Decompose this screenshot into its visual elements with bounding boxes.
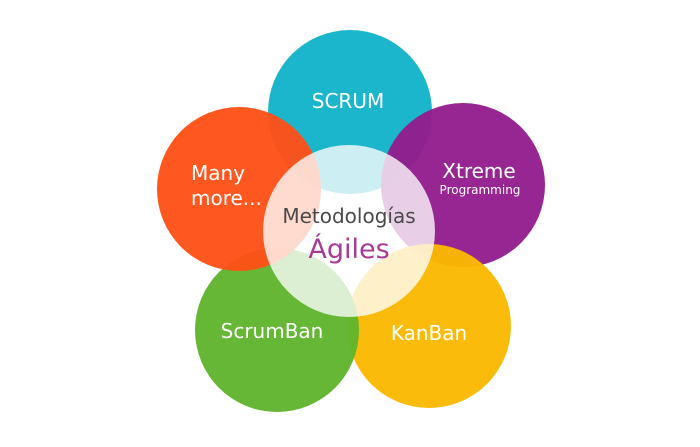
many-label: Many: [191, 161, 245, 185]
center-circle: [263, 145, 435, 317]
programming-label: Programming: [440, 183, 521, 197]
more-label: more...: [191, 186, 262, 210]
kanban-label: KanBan: [391, 321, 467, 345]
xtreme-label: Xtreme: [442, 159, 515, 183]
scrum-label: SCRUM: [312, 89, 384, 113]
center-title: Metodologías: [282, 204, 415, 228]
center-subtitle: Ágiles: [308, 233, 389, 265]
scrumban-label: ScrumBan: [221, 319, 324, 343]
